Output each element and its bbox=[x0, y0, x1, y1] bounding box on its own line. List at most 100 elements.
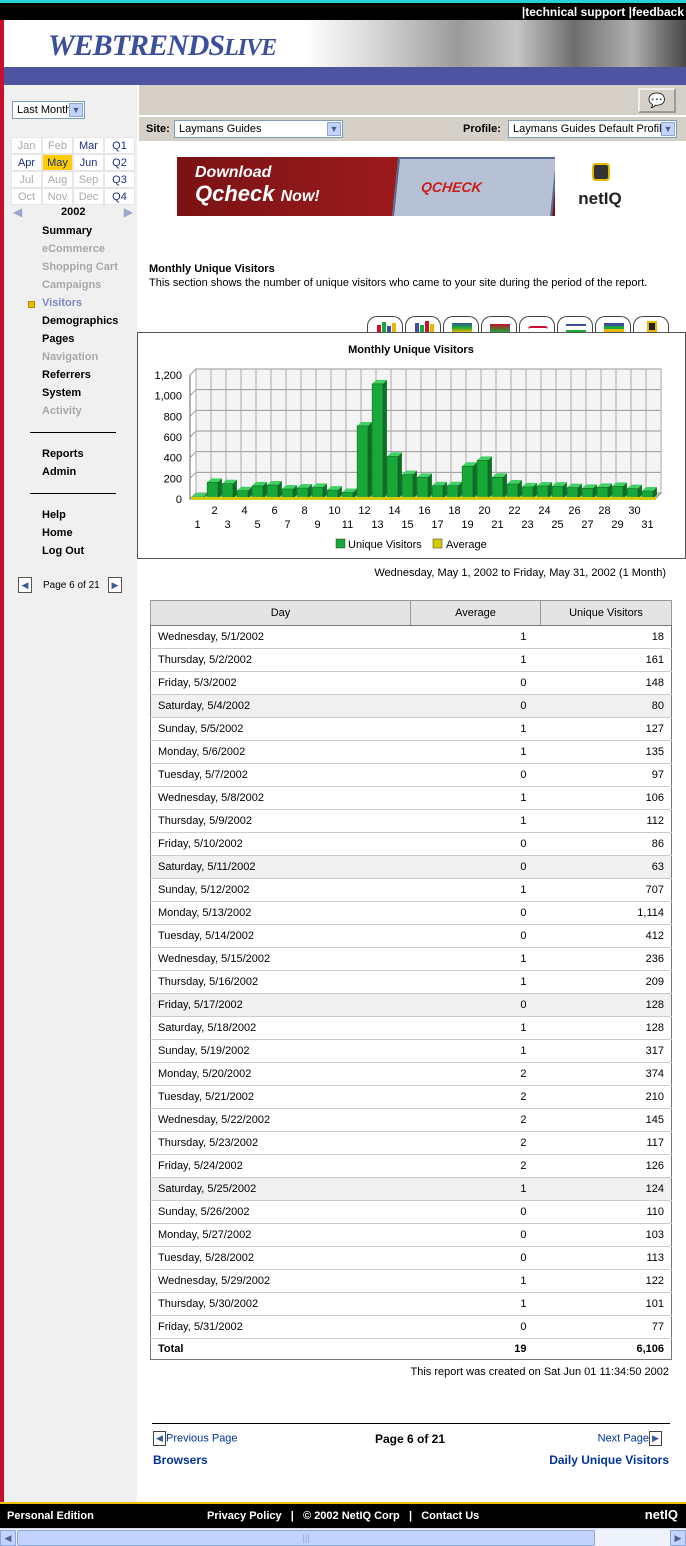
cell-average: 2 bbox=[410, 1154, 541, 1178]
cell-unique-visitors: 103 bbox=[540, 1223, 672, 1247]
privacy-policy-link[interactable]: Privacy Policy bbox=[207, 1510, 282, 1522]
average-marker bbox=[446, 496, 462, 500]
sidebar-item-admin[interactable]: Admin bbox=[42, 466, 77, 478]
average-marker bbox=[476, 496, 492, 500]
chart-legend: Unique Visitors Average bbox=[335, 538, 487, 551]
sidebar-item-visitors[interactable]: Visitors bbox=[42, 297, 83, 309]
month-jun[interactable]: Jun bbox=[73, 154, 104, 171]
profile-select[interactable]: Laymans Guides Default Profile ▼ bbox=[508, 120, 677, 138]
sidebar-item-reports[interactable]: Reports bbox=[42, 448, 84, 460]
cell-day: Thursday, 5/2/2002 bbox=[150, 648, 411, 672]
bar-unique-visitors[interactable] bbox=[401, 474, 414, 500]
multi-line-chart-icon[interactable] bbox=[557, 316, 593, 334]
bar-chart-icon[interactable] bbox=[367, 316, 403, 334]
bar-unique-visitors[interactable] bbox=[491, 477, 504, 500]
bar-top bbox=[222, 479, 237, 484]
bar-chart: Monthly Unique Visitors 0 200 400 600 800 1,0… bbox=[154, 344, 663, 551]
month-mar[interactable]: Mar bbox=[73, 137, 104, 154]
bar-unique-visitors[interactable] bbox=[506, 483, 519, 500]
x-tick-label: 12 bbox=[358, 505, 370, 517]
bar-top bbox=[297, 484, 312, 489]
column-header-day[interactable]: Day bbox=[150, 600, 411, 626]
section-title: Monthly Unique Visitors bbox=[149, 263, 275, 275]
x-tick-label: 28 bbox=[598, 505, 610, 517]
bar-top bbox=[462, 462, 477, 467]
bar-unique-visitors[interactable] bbox=[461, 465, 474, 500]
bar-unique-visitors[interactable] bbox=[221, 483, 234, 500]
bar-chart-3d-icon[interactable] bbox=[405, 316, 441, 334]
next-page-link[interactable]: Next Page ▶ bbox=[598, 1431, 662, 1446]
column-header-average[interactable]: Average bbox=[410, 600, 541, 626]
grid-line bbox=[189, 368, 197, 376]
export-icon[interactable] bbox=[633, 316, 669, 334]
banner-now: Now! bbox=[280, 188, 320, 205]
cell-unique-visitors: 127 bbox=[540, 717, 672, 741]
quarter-q2[interactable]: Q2 bbox=[104, 154, 135, 171]
feedback-link[interactable]: feedback bbox=[631, 5, 684, 19]
month-apr[interactable]: Apr bbox=[11, 154, 42, 171]
bar-unique-visitors[interactable] bbox=[371, 383, 384, 500]
quarter-q4[interactable]: Q4 bbox=[104, 188, 135, 205]
technical-support-link[interactable]: technical support bbox=[525, 5, 626, 19]
period-select[interactable]: Last Month ▼ bbox=[12, 101, 85, 119]
bar-unique-visitors[interactable] bbox=[206, 482, 219, 500]
month-jan: Jan bbox=[11, 137, 42, 154]
qcheck-ad-banner[interactable]: Download Qcheck Now! QCHECK netIQ bbox=[177, 157, 645, 216]
area-chart-icon[interactable] bbox=[443, 316, 479, 334]
bar-side bbox=[382, 379, 387, 499]
chat-bubble-icon[interactable]: 💬 bbox=[638, 88, 676, 113]
next-year-icon[interactable]: ▶ bbox=[123, 205, 133, 219]
bar-unique-visitors[interactable] bbox=[386, 456, 399, 500]
bar-unique-visitors[interactable] bbox=[476, 460, 489, 500]
previous-page-link[interactable]: ◀ Previous Page bbox=[153, 1431, 238, 1446]
cell-day: Tuesday, 5/7/2002 bbox=[150, 763, 411, 787]
line-chart-icon[interactable] bbox=[519, 316, 555, 334]
top-links: |technical support |feedback bbox=[522, 5, 684, 19]
bar-top bbox=[447, 481, 462, 486]
profile-label: Profile: bbox=[463, 123, 501, 135]
webtrends-logo[interactable]: WEBTRENDSLIVE bbox=[48, 29, 277, 63]
sidebar-item-system[interactable]: System bbox=[42, 387, 82, 399]
chevron-down-icon[interactable]: ▼ bbox=[327, 122, 341, 136]
sidebar-item-home[interactable]: Home bbox=[42, 527, 73, 539]
bar-top bbox=[597, 483, 612, 488]
x-tick-label: 29 bbox=[611, 519, 623, 531]
horizontal-scrollbar[interactable]: ◀ ||| ▶ bbox=[0, 1528, 686, 1546]
bar-unique-visitors[interactable] bbox=[416, 477, 429, 500]
stacked-area-icon[interactable] bbox=[481, 316, 517, 334]
sidebar-item-pages[interactable]: Pages bbox=[42, 333, 75, 345]
site-select[interactable]: Laymans Guides ▼ bbox=[174, 120, 343, 138]
chevron-down-icon[interactable]: ▼ bbox=[661, 122, 675, 136]
total-label: Total bbox=[150, 1338, 411, 1360]
month-may[interactable]: May bbox=[42, 154, 73, 171]
sidebar-item-demographics[interactable]: Demographics bbox=[42, 315, 119, 327]
stacked-bar-icon[interactable] bbox=[595, 316, 631, 334]
next-section-link[interactable]: Daily Unique Visitors bbox=[549, 1453, 669, 1467]
sidebar-item-summary[interactable]: Summary bbox=[42, 225, 93, 237]
chevron-down-icon[interactable]: ▼ bbox=[69, 103, 83, 117]
scroll-left-icon[interactable]: ◀ bbox=[0, 1530, 16, 1546]
sidebar-item-referrers[interactable]: Referrers bbox=[42, 369, 91, 381]
table-row: Saturday, 5/18/2002 1 128 bbox=[150, 1016, 672, 1040]
contact-us-link[interactable]: Contact Us bbox=[421, 1510, 480, 1522]
sidebar-item-help[interactable]: Help bbox=[42, 509, 66, 521]
previous-section-link[interactable]: Browsers bbox=[153, 1453, 208, 1467]
scrollbar-thumb[interactable]: ||| bbox=[17, 1530, 595, 1546]
netiq-logo-icon bbox=[592, 163, 610, 181]
next-page-icon[interactable]: ▶ bbox=[108, 577, 122, 593]
prev-page-icon[interactable]: ◀ bbox=[18, 577, 32, 593]
quarter-q1[interactable]: Q1 bbox=[104, 137, 135, 154]
bar-top bbox=[312, 483, 327, 488]
scroll-right-icon[interactable]: ▶ bbox=[670, 1530, 686, 1546]
chart-axes: 02004006008001,0001,20012345678910111213… bbox=[154, 370, 653, 531]
cell-unique-visitors: 236 bbox=[540, 947, 672, 971]
cell-day: Friday, 5/3/2002 bbox=[150, 671, 411, 695]
bar-unique-visitors[interactable] bbox=[356, 425, 369, 500]
header-photo bbox=[304, 20, 686, 67]
column-header-unique-visitors[interactable]: Unique Visitors bbox=[540, 600, 672, 626]
prev-year-icon[interactable]: ◀ bbox=[13, 205, 23, 219]
average-marker bbox=[251, 496, 267, 500]
sidebar-item-log-out[interactable]: Log Out bbox=[42, 545, 85, 557]
y-tick-label: 0 bbox=[176, 494, 182, 506]
quarter-q3[interactable]: Q3 bbox=[104, 171, 135, 188]
